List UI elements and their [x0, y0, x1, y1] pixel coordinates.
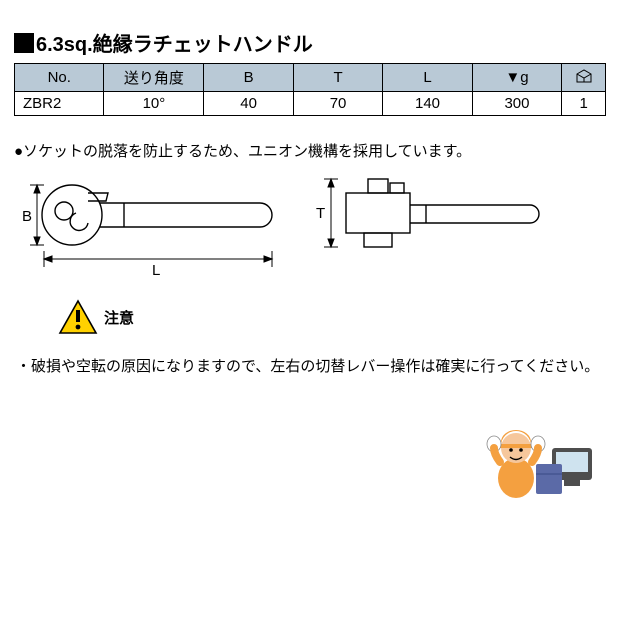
spec-table: No. 送り角度 B T L ▼g ZBR2 10° 40 70 140 300… [14, 63, 606, 116]
diagrams: B L [14, 171, 606, 281]
col-angle: 送り角度 [104, 64, 204, 92]
cell-t: 70 [293, 92, 382, 116]
diagram-top: B L [20, 171, 282, 281]
table-header-row: No. 送り角度 B T L ▼g [15, 64, 606, 92]
title-square [14, 33, 34, 53]
warning-icon [58, 299, 98, 335]
label-l: L [152, 262, 160, 279]
col-qty [562, 64, 606, 92]
col-no: No. [15, 64, 104, 92]
cell-angle: 10° [104, 92, 204, 116]
note-bullet: ●ソケットの脱落を防止するため、ユニオン機構を採用しています。 [14, 140, 606, 161]
label-b: B [22, 208, 32, 225]
box-icon [575, 68, 593, 84]
col-g: ▼g [472, 64, 561, 92]
diagram-side: T [316, 171, 546, 281]
col-l: L [383, 64, 472, 92]
col-t: T [293, 64, 382, 92]
title-row: 6.3sq.絶縁ラチェットハンドル [14, 28, 606, 57]
cell-g: 300 [472, 92, 561, 116]
table-row: ZBR2 10° 40 70 140 300 1 [15, 92, 606, 116]
warning-label: 注意 [104, 307, 134, 328]
cell-l: 140 [383, 92, 472, 116]
label-t: T [316, 205, 325, 222]
warning-row: 注意 [14, 299, 606, 335]
warning-note: ・破損や空転の原因になりますので、左右の切替レバー操作は確実に行ってください。 [14, 355, 606, 376]
mascot-icon [482, 400, 602, 520]
cell-no: ZBR2 [15, 92, 104, 116]
cell-qty: 1 [562, 92, 606, 116]
cell-b: 40 [204, 92, 293, 116]
page-title: 6.3sq.絶縁ラチェットハンドル [36, 28, 313, 57]
col-b: B [204, 64, 293, 92]
